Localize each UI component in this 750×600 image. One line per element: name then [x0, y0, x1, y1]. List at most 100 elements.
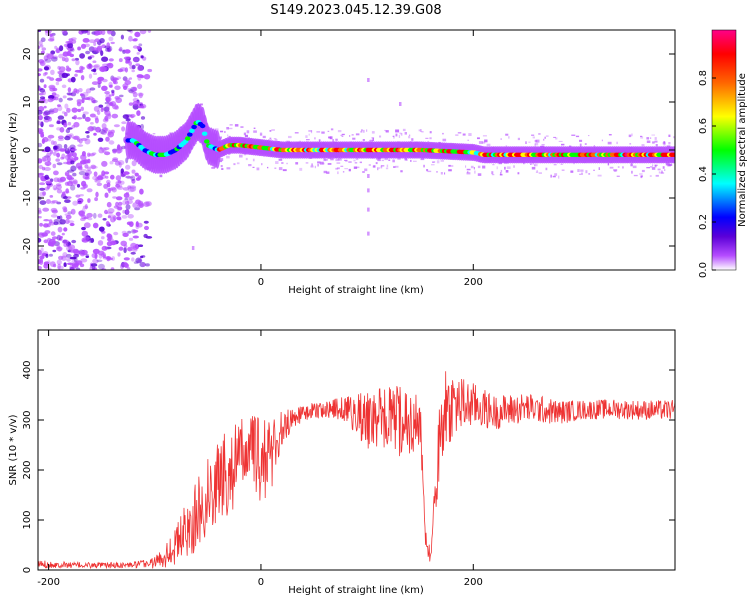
- heatmap-noise-cell: [130, 115, 134, 119]
- heatmap-speckle-cell: [552, 175, 556, 178]
- heatmap-noise-cell: [42, 207, 50, 212]
- heatmap-noise-cell: [142, 262, 146, 267]
- heatmap-noise-cell: [110, 174, 115, 180]
- heatmap-speckle-cell: [353, 166, 358, 169]
- heatmap-speckle-cell: [550, 174, 552, 178]
- snr-x-label: Height of straight line (km): [288, 585, 424, 596]
- heatmap-speckle-cell: [562, 163, 566, 165]
- heatmap-noise-cell: [131, 169, 136, 174]
- heatmap-noise-cell: [102, 218, 107, 221]
- heatmap-noise-cell: [87, 217, 93, 221]
- heatmap-speckle-cell: [654, 140, 658, 143]
- heatmap-speckle-cell: [327, 130, 330, 132]
- heatmap-speckle-cell: [385, 167, 389, 170]
- heatmap-speckle-cell: [314, 137, 316, 140]
- heatmap-noise-cell: [52, 163, 57, 169]
- heatmap-noise-cell: [58, 97, 63, 103]
- heatmap-noise-cell: [137, 222, 143, 228]
- heatmap-speckle-cell: [233, 163, 236, 166]
- heatmap-speckle-cell: [372, 165, 376, 168]
- heatmap-speckle-cell: [630, 163, 633, 167]
- heatmap-noise-cell: [50, 231, 56, 236]
- heatmap-ridge-core: [201, 131, 208, 136]
- heatmap-noise-cell: [82, 91, 89, 97]
- heatmap-speckle-cell: [410, 159, 412, 162]
- heatmap-speckle-cell: [423, 164, 425, 168]
- heatmap-noise-cell: [64, 103, 69, 109]
- heatmap-speckle-cell: [240, 126, 244, 128]
- heatmap-noise-cell: [63, 227, 68, 232]
- heatmap-speckle-cell: [332, 139, 334, 142]
- heatmap-noise-cell: [80, 43, 87, 49]
- heatmap-speckle-cell: [500, 169, 503, 173]
- heatmap-speckle-cell: [664, 169, 666, 171]
- heatmap-noise-cell: [101, 30, 106, 36]
- heatmap-noise-cell: [78, 250, 85, 254]
- heatmap-speckle-cell: [278, 158, 283, 161]
- heatmap-speckle-cell: [372, 138, 374, 141]
- heatmap-noise-cell: [62, 95, 67, 99]
- heatmap-noise-cell: [92, 175, 99, 181]
- heatmap-speckle-cell: [543, 138, 545, 141]
- heatmap-noise-cell: [120, 34, 124, 40]
- spectrogram-x-tick-label: 200: [464, 277, 483, 288]
- heatmap-noise-cell: [74, 73, 78, 77]
- heatmap-noise-cell: [74, 57, 79, 61]
- heatmap-noise-cell: [92, 68, 97, 73]
- heatmap-marks: [38, 30, 675, 270]
- heatmap-speckle-cell: [364, 168, 368, 172]
- heatmap-noise-cell: [125, 175, 131, 179]
- heatmap-speckle-cell: [159, 174, 163, 178]
- heatmap-noise-cell: [84, 116, 91, 122]
- heatmap-speckle-cell: [418, 129, 420, 132]
- heatmap-noise-cell: [132, 100, 140, 106]
- heatmap-noise-cell: [101, 147, 107, 153]
- heatmap-speckle-cell: [408, 135, 411, 139]
- heatmap-noise-cell: [126, 247, 132, 251]
- heatmap-speckle-cell: [440, 172, 443, 175]
- heatmap-noise-cell: [53, 151, 57, 156]
- heatmap-noise-cell: [39, 200, 47, 206]
- heatmap-noise-cell: [115, 211, 121, 217]
- heatmap-speckle-cell: [226, 127, 229, 130]
- heatmap-noise-cell: [61, 191, 66, 197]
- heatmap-speckle-cell: [421, 131, 424, 133]
- heatmap-isolated-cell: [191, 246, 195, 250]
- heatmap-noise-cell: [128, 221, 134, 228]
- heatmap-noise-cell: [93, 171, 98, 177]
- heatmap-noise-cell: [94, 117, 99, 124]
- heatmap-noise-cell: [73, 115, 77, 120]
- heatmap-noise-cell: [126, 60, 131, 64]
- heatmap-noise-cell: [113, 124, 120, 128]
- heatmap-speckle-cell: [575, 135, 580, 138]
- heatmap-noise-cell: [59, 215, 63, 221]
- heatmap-noise-cell: [123, 56, 130, 60]
- heatmap-noise-cell: [38, 131, 44, 135]
- heatmap-speckle-cell: [561, 169, 565, 171]
- heatmap-noise-cell: [43, 167, 51, 171]
- heatmap-noise-cell: [89, 113, 96, 118]
- heatmap-noise-cell: [105, 136, 110, 142]
- heatmap-noise-cell: [65, 40, 73, 44]
- heatmap-noise-cell: [143, 233, 148, 238]
- heatmap-noise-cell: [98, 263, 105, 270]
- heatmap-speckle-cell: [228, 135, 231, 138]
- heatmap-noise-cell: [85, 253, 89, 259]
- heatmap-noise-cell: [38, 265, 42, 270]
- heatmap-noise-cell: [70, 148, 77, 152]
- heatmap-noise-cell: [71, 58, 76, 62]
- heatmap-ridge-core: [189, 128, 195, 133]
- heatmap-noise-cell: [70, 76, 76, 83]
- heatmap-speckle-cell: [413, 160, 417, 162]
- heatmap-noise-cell: [43, 223, 49, 228]
- heatmap-noise-cell: [87, 158, 91, 164]
- heatmap-speckle-cell: [629, 143, 632, 145]
- heatmap-speckle-cell: [348, 161, 352, 163]
- heatmap-speckle-cell: [392, 168, 394, 171]
- heatmap-speckle-cell: [377, 158, 381, 162]
- heatmap-noise-cell: [38, 249, 42, 256]
- spectrogram-x-label: Height of straight line (km): [288, 285, 424, 296]
- heatmap-speckle-cell: [500, 172, 502, 175]
- heatmap-speckle-cell: [420, 129, 422, 132]
- heatmap-speckle-cell: [411, 138, 414, 141]
